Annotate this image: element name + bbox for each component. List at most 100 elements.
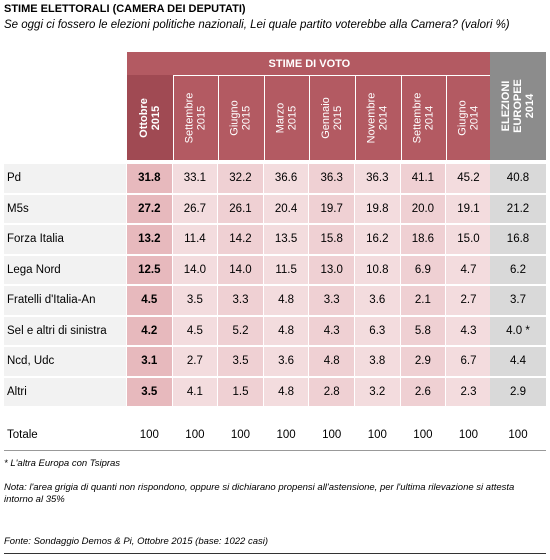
data-cell: 2.7 xyxy=(172,347,218,376)
row-label: M5s xyxy=(4,194,126,223)
row-label: Altri xyxy=(4,377,126,406)
data-cell: 4.1 xyxy=(172,377,218,406)
column-header-label: Marzo 2015 xyxy=(274,102,299,133)
data-cell: 3.6 xyxy=(355,286,400,315)
row-label: Forza Italia xyxy=(4,225,126,254)
column-header-label: Giugno 2015 xyxy=(228,99,253,136)
data-cell: 19.8 xyxy=(355,194,400,223)
data-cell: 2.9 xyxy=(400,347,446,376)
total-cell: 100 xyxy=(230,429,251,441)
data-cell: 3.5 xyxy=(127,377,172,406)
data-cell: 5.8 xyxy=(400,316,446,345)
reference-column-label: ELEZIONI EUROPEE 2014 xyxy=(499,79,536,133)
reference-cell: 6.2 xyxy=(490,255,546,284)
data-cell: 6.7 xyxy=(446,347,491,376)
reference-cell: 40.8 xyxy=(490,164,546,193)
total-cell: 100 xyxy=(322,429,342,441)
data-cell: 12.5 xyxy=(127,255,172,284)
chart-subtitle: Se oggi ci fossero le elezioni politiche… xyxy=(4,19,510,31)
data-cell: 16.2 xyxy=(355,225,400,254)
data-cell: 4.5 xyxy=(127,286,172,315)
column-header-label: Ottobre 2015 xyxy=(137,97,162,138)
group-header: STIME DI VOTO xyxy=(268,58,351,70)
column-header: Gennaio 2015 xyxy=(309,75,355,160)
total-cell: 100 xyxy=(139,429,159,441)
data-cell: 3.3 xyxy=(309,286,354,315)
data-cell: 14.0 xyxy=(218,255,263,284)
data-cell: 27.2 xyxy=(127,194,172,223)
data-cell: 19.7 xyxy=(309,194,354,223)
data-cell: 2.8 xyxy=(309,377,354,406)
data-cell: 4.3 xyxy=(309,316,354,345)
column-header: Marzo 2015 xyxy=(264,75,310,160)
column-header: Giugno 2014 xyxy=(446,75,492,160)
row-label: Fratelli d'Italia-An xyxy=(4,286,126,315)
column-header: Ottobre 2015 xyxy=(127,75,173,160)
data-cell: 32.2 xyxy=(218,164,263,193)
total-cell: 100 xyxy=(185,429,205,441)
row-label: Sel e altri di sinistra xyxy=(4,316,126,345)
data-cell: 19.1 xyxy=(446,194,491,223)
row-label: Lega Nord xyxy=(4,255,126,284)
column-header-label: Giugno 2014 xyxy=(456,99,481,136)
data-cell: 10.8 xyxy=(355,255,400,284)
column-header: Novembre 2014 xyxy=(355,75,401,160)
data-cell: 33.1 xyxy=(172,164,218,193)
footnote: * L'altra Europa con Tsipras xyxy=(4,458,121,469)
data-cell: 4.3 xyxy=(446,316,491,345)
reference-cell: 2.9 xyxy=(490,377,546,406)
data-cell: 3.6 xyxy=(263,347,309,376)
column-header-label: Settembre 2015 xyxy=(183,92,208,143)
data-cell: 3.2 xyxy=(355,377,400,406)
data-cell: 4.7 xyxy=(446,255,491,284)
data-cell: 36.6 xyxy=(263,164,309,193)
total-reference-cell: 100 xyxy=(508,429,528,441)
column-header-label: Settembre 2014 xyxy=(411,92,436,143)
data-cell: 4.8 xyxy=(309,347,354,376)
total-cell: 100 xyxy=(458,429,479,441)
data-cell: 4.8 xyxy=(263,316,309,345)
data-cell: 36.3 xyxy=(355,164,400,193)
data-cell: 41.1 xyxy=(400,164,446,193)
data-cell: 4.2 xyxy=(127,316,172,345)
row-label: Pd xyxy=(4,164,126,193)
data-cell: 4.8 xyxy=(263,377,309,406)
column-header: Settembre 2014 xyxy=(401,75,447,160)
total-cell: 100 xyxy=(367,429,387,441)
data-cell: 13.0 xyxy=(309,255,354,284)
table-bottom-rule xyxy=(4,450,546,451)
data-cell: 14.2 xyxy=(218,225,263,254)
data-cell: 13.2 xyxy=(127,225,172,254)
reference-cell: 16.8 xyxy=(490,225,546,254)
column-header-label: Gennaio 2015 xyxy=(320,96,345,139)
data-cell: 36.3 xyxy=(309,164,354,193)
data-cell: 3.1 xyxy=(127,347,172,376)
data-cell: 11.5 xyxy=(263,255,309,284)
reference-column-header: ELEZIONI EUROPEE 2014 xyxy=(490,52,546,160)
data-cell: 2.6 xyxy=(400,377,446,406)
source: Fonte: Sondaggio Demos & Pi, Ottobre 201… xyxy=(4,536,269,547)
data-cell: 15.8 xyxy=(309,225,354,254)
page-bottom-rule xyxy=(4,553,546,554)
data-cell: 26.7 xyxy=(172,194,218,223)
data-cell: 1.5 xyxy=(218,377,263,406)
data-cell: 2.3 xyxy=(446,377,491,406)
data-cell: 26.1 xyxy=(218,194,263,223)
data-cell: 45.2 xyxy=(446,164,491,193)
data-cell: 15.0 xyxy=(446,225,491,254)
row-label: Ncd, Udc xyxy=(4,347,126,376)
data-cell: 18.6 xyxy=(400,225,446,254)
reference-cell: 21.2 xyxy=(490,194,546,223)
column-header: Settembre 2015 xyxy=(173,75,219,160)
data-cell: 2.7 xyxy=(446,286,491,315)
data-cell: 2.1 xyxy=(400,286,446,315)
total-label: Totale xyxy=(7,429,38,441)
data-cell: 14.0 xyxy=(172,255,218,284)
total-cell: 100 xyxy=(413,429,433,441)
data-cell: 13.5 xyxy=(263,225,309,254)
total-cell: 100 xyxy=(276,429,296,441)
data-cell: 20.0 xyxy=(400,194,446,223)
data-cell: 11.4 xyxy=(172,225,218,254)
data-cell: 20.4 xyxy=(263,194,309,223)
